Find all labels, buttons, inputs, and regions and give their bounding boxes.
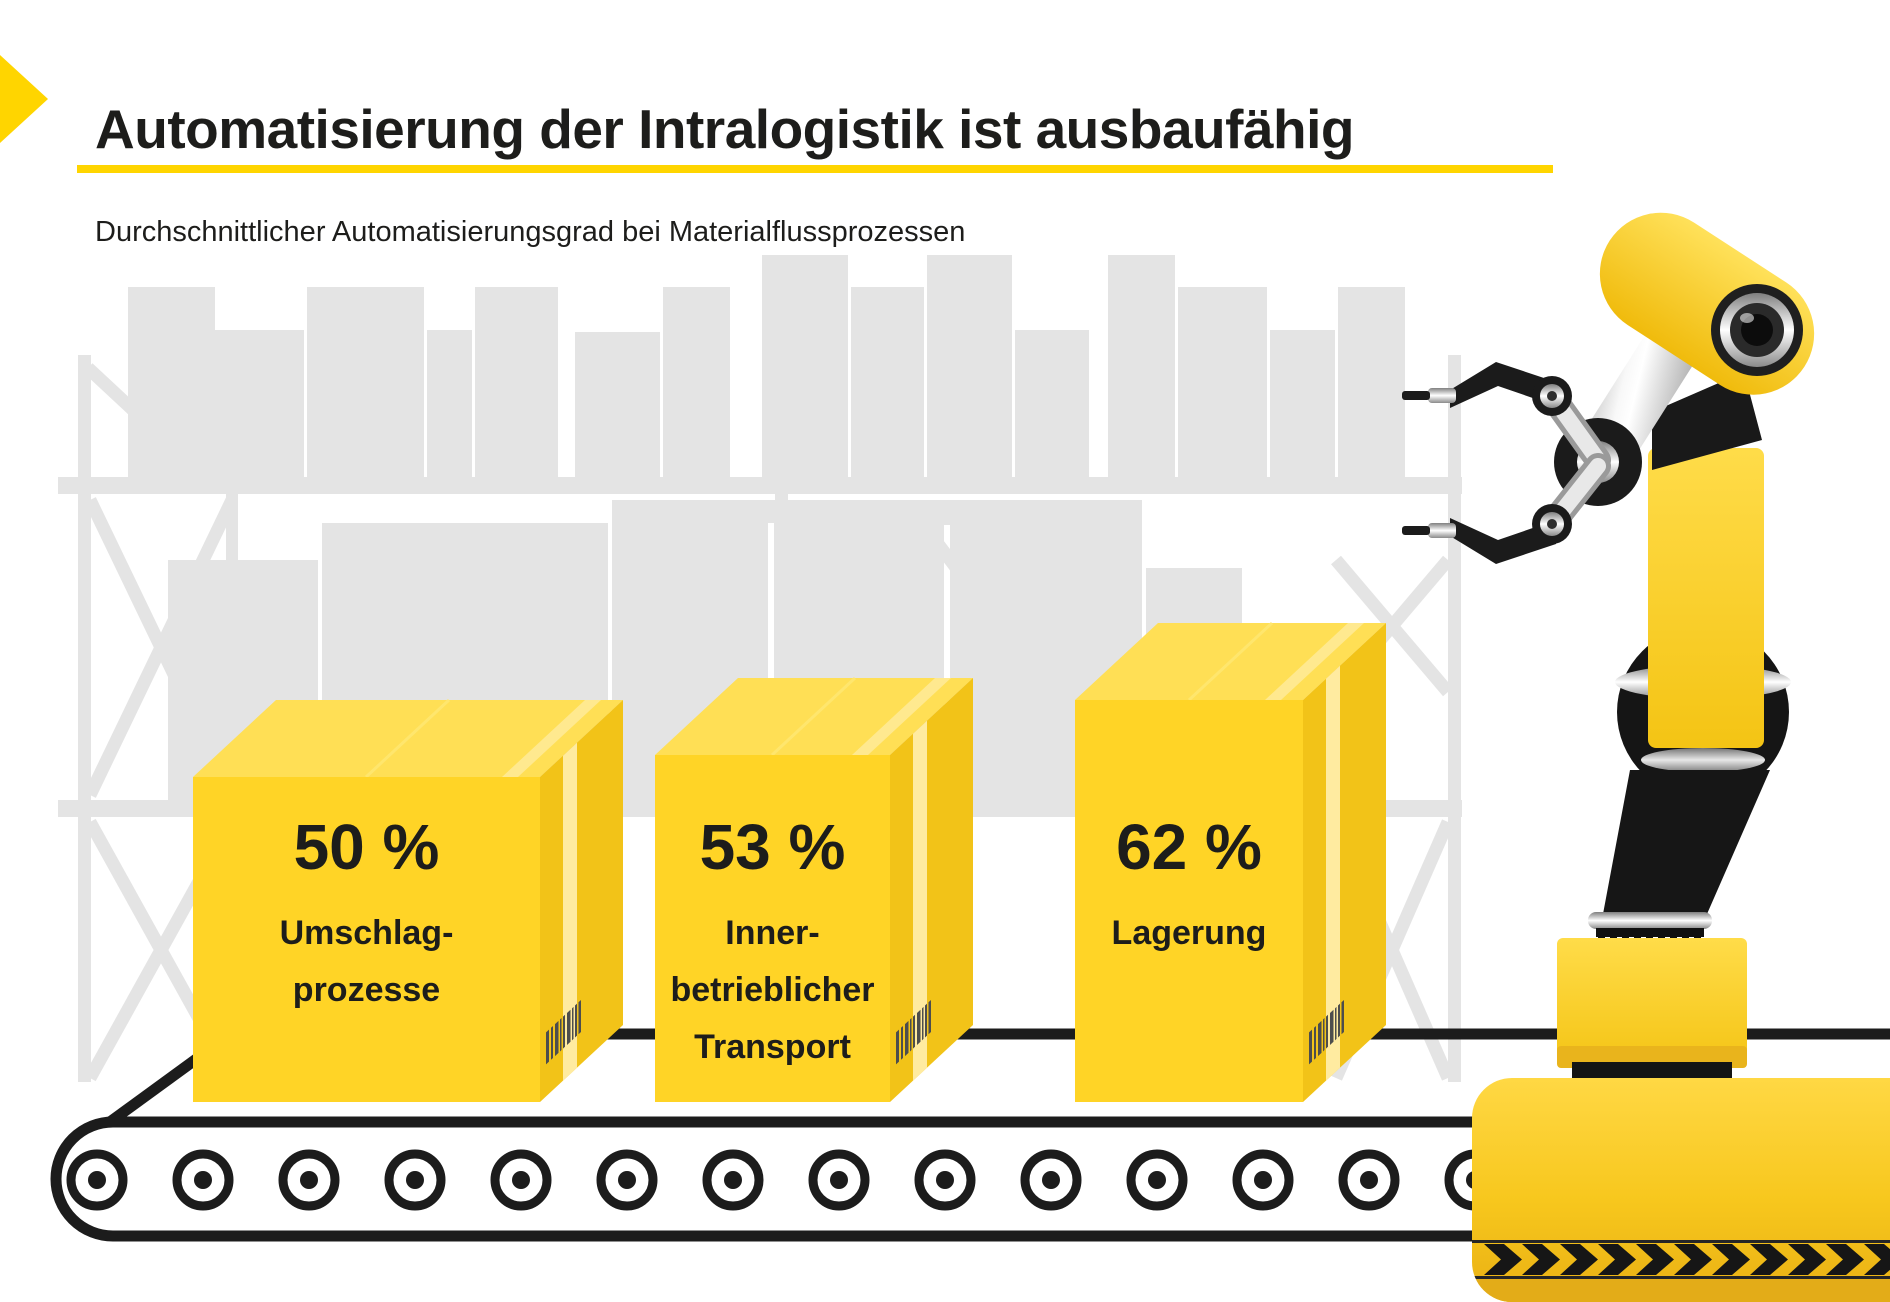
barcode-icon bbox=[1309, 999, 1344, 1065]
box-value-lagerung: 62 % bbox=[1116, 811, 1262, 883]
box-label-transport: Inner- betrieblicher Transport bbox=[635, 905, 910, 1076]
page-subtitle: Durchschnittlicher Automatisierungsgrad … bbox=[95, 216, 966, 248]
barcode-icon bbox=[896, 999, 931, 1065]
robot-base bbox=[1472, 1078, 1890, 1302]
box-label-line: Lagerung bbox=[1111, 914, 1267, 952]
page-title: Automatisierung der Intralogistik ist au… bbox=[95, 97, 1355, 160]
box-label-line: Inner- bbox=[725, 914, 820, 952]
robot-head bbox=[1599, 212, 1815, 395]
barcode-icon bbox=[546, 999, 581, 1065]
box-label-lagerung: Lagerung bbox=[1060, 905, 1318, 962]
package-box-1 bbox=[193, 698, 623, 1102]
box-label-line: Umschlag- bbox=[279, 914, 454, 952]
box-label-line: betrieblicher bbox=[670, 971, 875, 1009]
conveyor-belt bbox=[50, 1116, 1582, 1242]
robot-pedestal bbox=[1557, 938, 1747, 1082]
title-arrow-icon bbox=[0, 55, 48, 143]
box-label-umschlagprozesse: Umschlag- prozesse bbox=[178, 905, 555, 1019]
robot-arm bbox=[1402, 212, 1890, 1302]
box-label-line: prozesse bbox=[292, 971, 441, 1009]
gripper-claw-icon bbox=[1402, 362, 1611, 564]
robot-arm-column bbox=[1648, 448, 1764, 748]
box-value-transport: 53 % bbox=[699, 811, 846, 883]
box-label-line: Transport bbox=[694, 1028, 851, 1066]
belt-rollers bbox=[66, 1149, 1506, 1211]
hazard-stripes bbox=[1472, 1240, 1890, 1302]
package-box-3 bbox=[1075, 621, 1386, 1102]
package-box-2 bbox=[655, 676, 973, 1102]
title-underline bbox=[77, 165, 1553, 173]
box-value-umschlagprozesse: 50 % bbox=[293, 811, 440, 883]
